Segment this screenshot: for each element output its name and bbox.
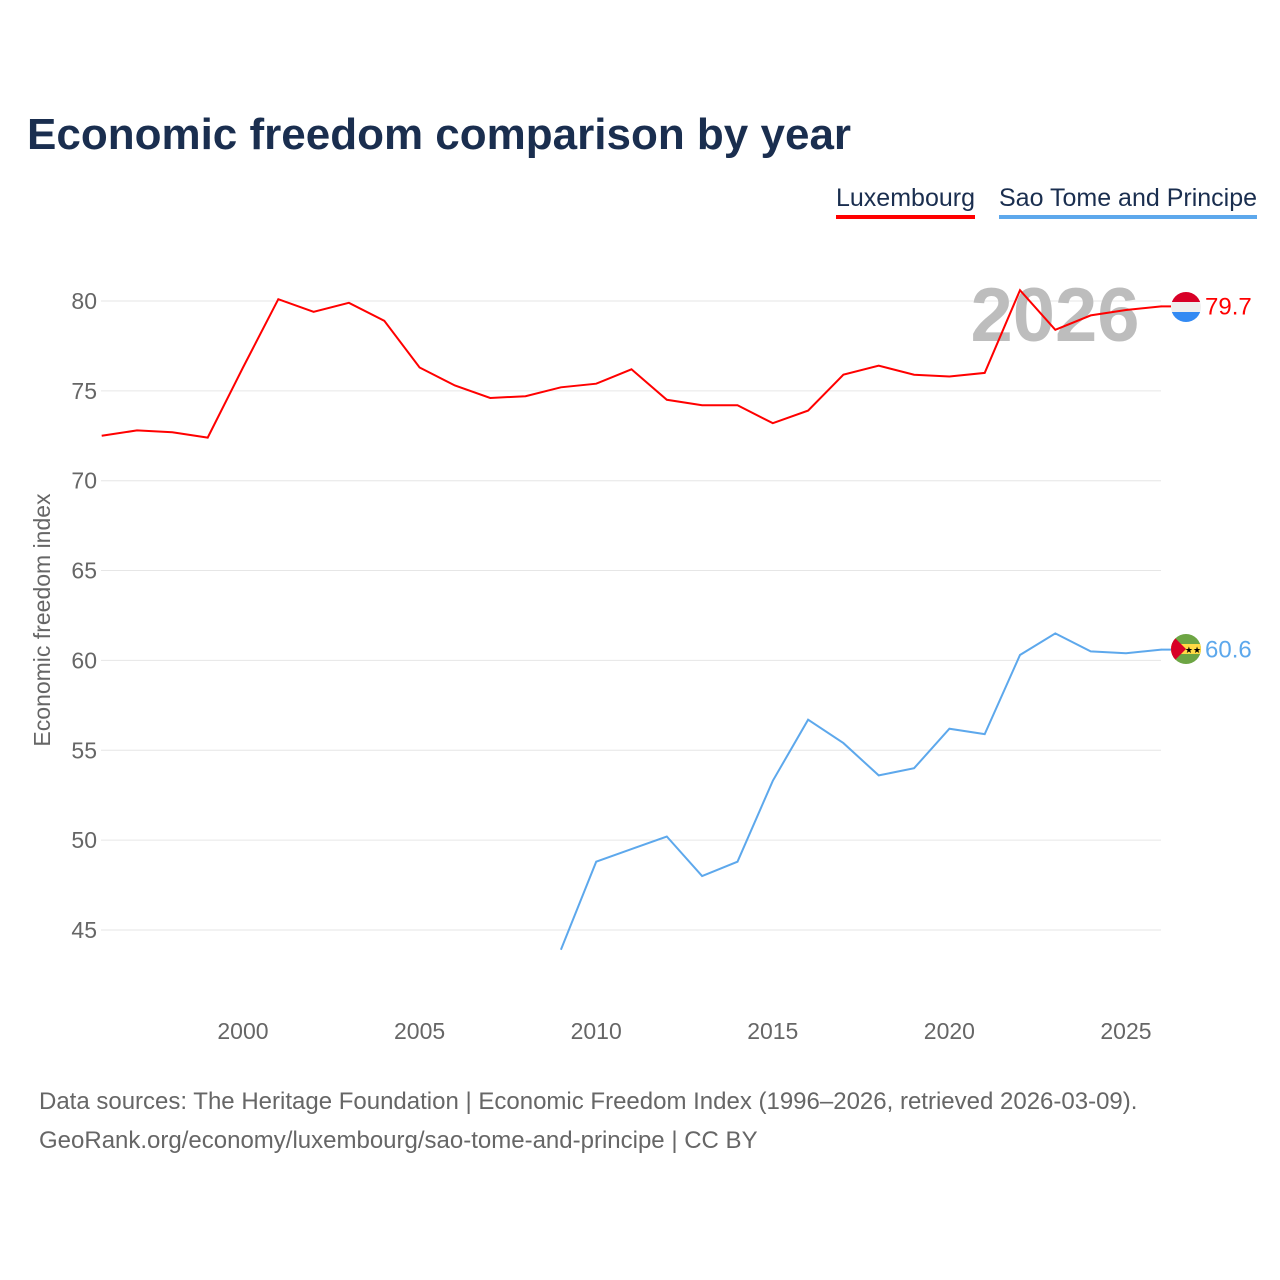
- y-tick-label: 55: [71, 737, 97, 763]
- x-tick-label: 2000: [217, 1018, 268, 1044]
- y-tick-label: 65: [71, 558, 97, 584]
- svg-text:★★: ★★: [1185, 645, 1201, 655]
- y-tick-label: 80: [71, 288, 97, 314]
- x-tick-label: 2025: [1100, 1018, 1151, 1044]
- y-axis-label: Economic freedom index: [29, 493, 55, 747]
- x-tick-label: 2005: [394, 1018, 445, 1044]
- x-tick-label: 2015: [747, 1018, 798, 1044]
- luxembourg-flag-icon: [1171, 292, 1201, 322]
- chart-title: Economic freedom comparison by year: [27, 110, 852, 159]
- end-value-label: 60.6: [1205, 637, 1252, 664]
- legend-sao-tome[interactable]: Sao Tome and Principe: [999, 184, 1258, 219]
- series-line-0[interactable]: [101, 288, 1162, 439]
- series-line-1[interactable]: [559, 632, 1162, 951]
- end-value-label: 79.7: [1205, 293, 1252, 320]
- footer-sources: Data sources: The Heritage Foundation | …: [39, 1088, 1138, 1115]
- y-tick-label: 70: [71, 468, 97, 494]
- x-tick-label: 2010: [571, 1018, 622, 1044]
- y-tick-label: 60: [71, 647, 97, 673]
- sao-tome-flag-icon: ★★: [1171, 634, 1201, 664]
- y-tick-label: 50: [71, 827, 97, 853]
- year-watermark: 2026: [970, 273, 1139, 358]
- y-tick-label: 75: [71, 378, 97, 404]
- footer-url[interactable]: GeoRank.org/economy/luxembourg/sao-tome-…: [39, 1127, 758, 1154]
- legend-luxembourg[interactable]: Luxembourg: [836, 184, 975, 219]
- y-tick-label: 45: [71, 917, 97, 943]
- x-tick-label: 2020: [924, 1018, 975, 1044]
